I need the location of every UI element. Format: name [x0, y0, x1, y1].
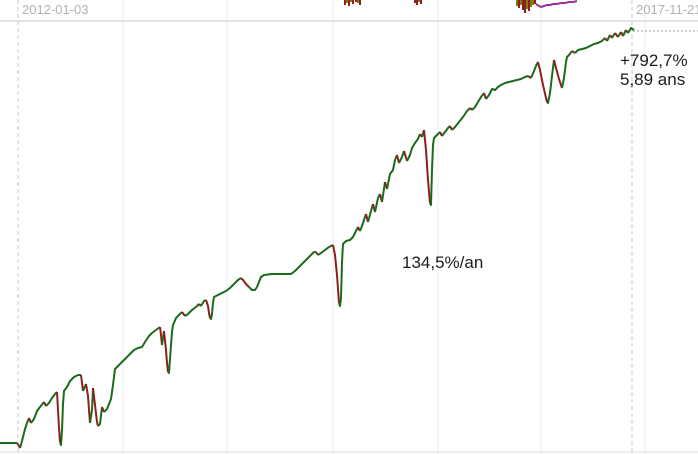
annualized-return-label: 134,5%/an	[402, 253, 484, 272]
equity-curve-segment	[56, 391, 61, 443]
equity-curve-segment	[381, 181, 386, 203]
axis-date-start-label: 2012-01-03	[22, 2, 89, 17]
equity-curve-segment	[374, 193, 381, 213]
equity-curve-segment	[97, 406, 103, 427]
equity-curve-segment	[367, 203, 374, 223]
equity-curve-segment	[471, 92, 485, 111]
equity-curve-segment	[205, 299, 211, 319]
equity-curve-segment	[317, 244, 334, 256]
equity-curve-segment	[209, 277, 242, 320]
equity-curve-segment	[406, 133, 421, 162]
equity-curve-segment	[553, 59, 563, 89]
total-return-label: +792,7%	[620, 51, 688, 70]
equity-curve-segment	[163, 330, 169, 373]
equity-curve-segment	[338, 226, 359, 307]
equity-curve-segment	[240, 277, 250, 288]
equity-curve-segment	[89, 387, 94, 424]
equity-curve-segment	[386, 154, 398, 190]
equity-curve-segment	[546, 59, 555, 104]
equity-curve-segment	[423, 129, 431, 204]
equity-curve-segment	[80, 374, 84, 392]
equity-curve-segment	[248, 251, 316, 291]
equity-curve-segment	[627, 27, 635, 34]
equity-curve-segment	[429, 131, 441, 206]
equity-curve-segment	[85, 383, 91, 424]
equity-curve-segment	[469, 107, 473, 111]
indicator-line-fragment	[535, 0, 578, 8]
equity-curve-segment	[19, 417, 30, 449]
equity-curve-segment	[30, 401, 45, 424]
equity-curve-segment	[403, 150, 408, 162]
equity-curve-segment	[441, 125, 451, 137]
equity-curve-segment	[332, 244, 340, 304]
equity-curve-segment	[485, 75, 529, 100]
equity-curve-segment	[451, 107, 471, 131]
equity-curve-segment	[561, 50, 573, 89]
equity-curve-segment	[530, 61, 539, 79]
equity-curve-segment	[103, 326, 161, 413]
equity-curve-segment	[398, 150, 405, 164]
equity-curve-segment	[359, 213, 367, 232]
equity-curve-segment	[315, 251, 319, 256]
axis-date-end-label: 2017-11-21	[636, 2, 698, 17]
equity-curve-segment	[537, 61, 548, 103]
equity-curve-segment	[167, 311, 183, 374]
equity-curve-segment	[181, 311, 186, 317]
equity-curve-segment	[184, 303, 200, 317]
equity-curve-segment	[45, 391, 58, 407]
duration-label: 5,89 ans	[620, 70, 686, 89]
equity-curve-segment	[59, 374, 81, 446]
equity-curve-segment	[574, 37, 606, 54]
equity-curve-segment	[92, 387, 99, 427]
equity-curve-segment	[571, 50, 576, 54]
